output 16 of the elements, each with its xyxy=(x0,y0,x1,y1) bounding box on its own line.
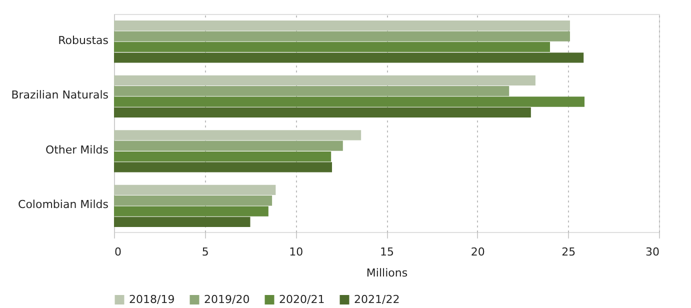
legend-label: 2018/19 xyxy=(129,292,175,306)
x-tick-label: 5 xyxy=(202,246,209,258)
y-tick-label: Other Milds xyxy=(45,143,109,156)
x-axis-title: Millions xyxy=(366,266,408,280)
x-tick-label: 25 xyxy=(562,246,576,258)
legend-label: 2021/22 xyxy=(354,292,400,306)
x-tick-label: 0 xyxy=(114,246,122,258)
x-tick-label: 15 xyxy=(380,246,394,258)
legend-label: 2020/21 xyxy=(279,292,325,306)
y-tick-label: Brazilian Naturals xyxy=(11,88,109,102)
x-tick-label: 10 xyxy=(289,246,304,258)
y-tick-label: Colombian Milds xyxy=(18,198,109,212)
x-tick-label: 30 xyxy=(646,246,660,258)
x-tick-label: 20 xyxy=(470,246,485,258)
legend-label: 2019/20 xyxy=(204,292,250,306)
y-tick-label: Robustas xyxy=(58,34,109,47)
